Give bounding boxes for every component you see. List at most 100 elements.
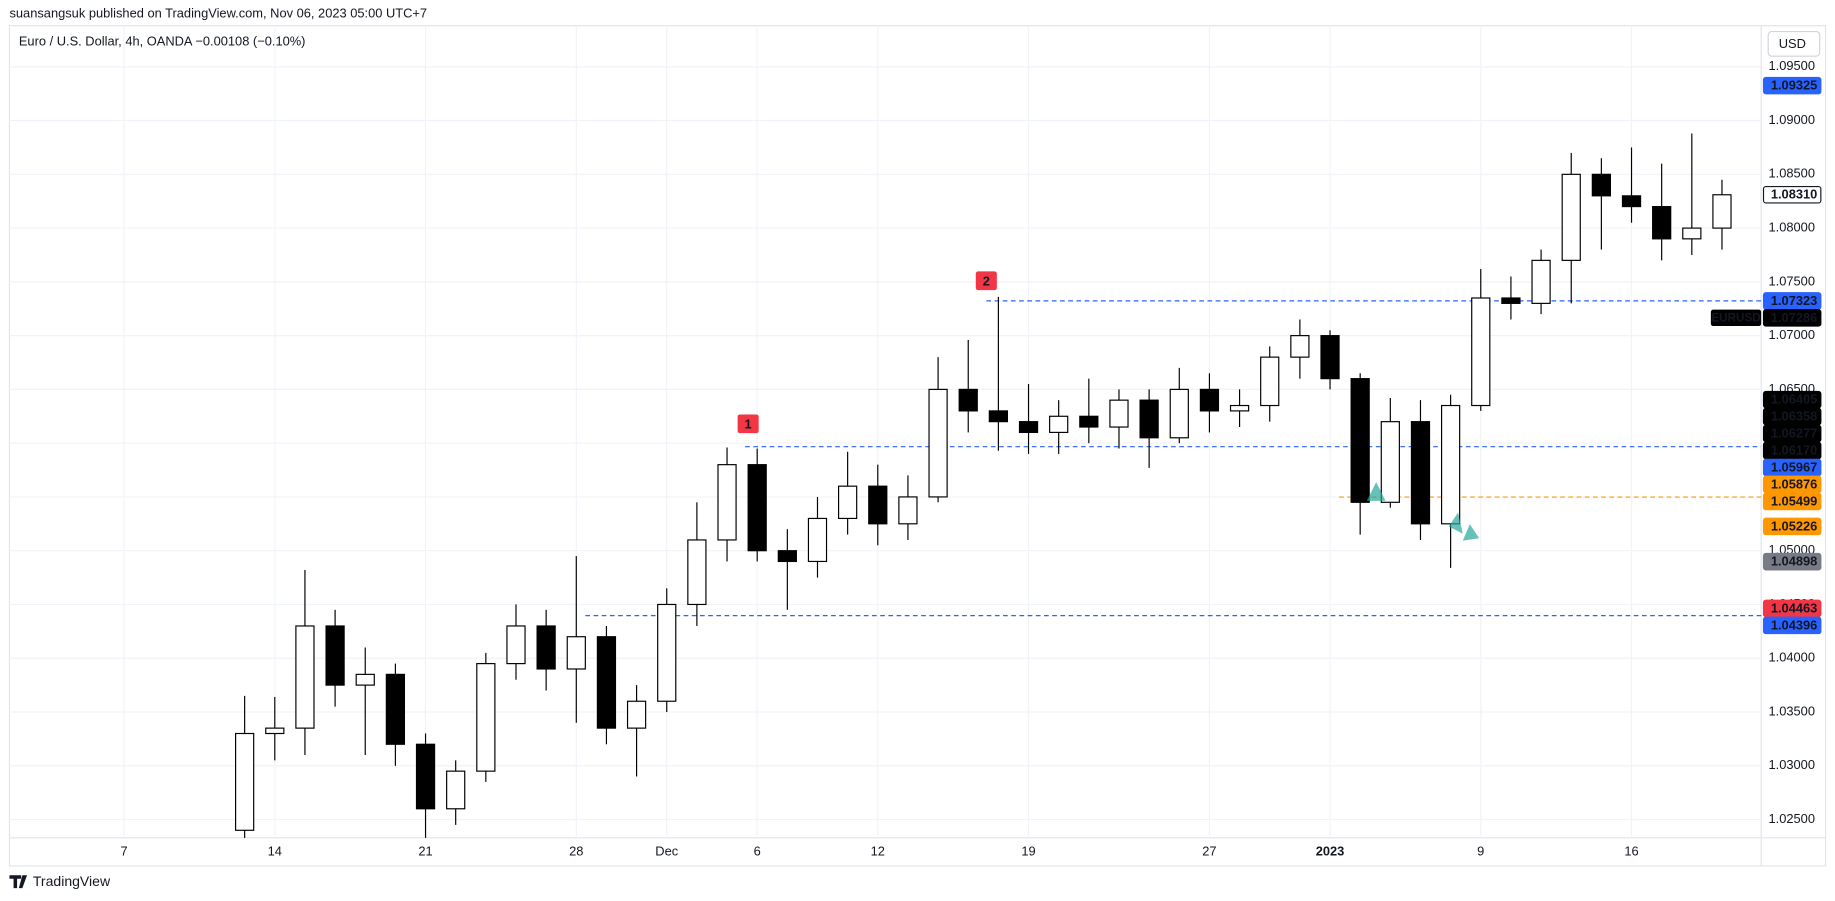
y-tick-label: 1.02500 <box>1769 811 1815 826</box>
price-badge-label: 1.05499 <box>1771 493 1817 508</box>
candle-body <box>1410 421 1431 525</box>
candle-body <box>1320 335 1340 380</box>
price-badge-label: 1.05876 <box>1771 476 1817 491</box>
candle-body <box>1591 173 1612 197</box>
price-badge-label: 1.07323 <box>1771 293 1817 308</box>
y-tick-label: 1.08000 <box>1769 219 1815 234</box>
candle-body <box>1501 297 1521 304</box>
candle-body <box>1109 399 1129 428</box>
candle-body <box>717 464 737 541</box>
candle-body <box>1018 421 1039 433</box>
candle-body <box>415 743 436 810</box>
candle-body <box>777 550 797 563</box>
candle-body <box>596 636 617 729</box>
candle-body <box>446 770 466 810</box>
candle-body <box>1049 415 1069 433</box>
candle-body <box>1079 415 1099 428</box>
axes: 1.025001.030001.035001.040001.045001.050… <box>120 58 1815 858</box>
candle-body <box>1652 206 1672 240</box>
x-tick-label: 2023 <box>1316 843 1345 858</box>
candle-body <box>1561 173 1581 261</box>
y-tick-label: 1.09500 <box>1769 58 1815 73</box>
markers: 12 <box>737 271 997 434</box>
chart-frame <box>8 25 1827 867</box>
x-tick-label: 27 <box>1202 843 1216 858</box>
candle-body <box>1380 421 1400 503</box>
symbol-line: Euro / U.S. Dollar, 4h, OANDA −0.00108 (… <box>19 34 306 49</box>
x-tick-label: 7 <box>120 843 127 858</box>
candle-body <box>355 673 375 686</box>
x-tick-label: 21 <box>418 843 432 858</box>
candle-body <box>476 663 496 772</box>
candle-body <box>1712 194 1732 229</box>
candle-body <box>265 727 285 735</box>
price-badge-label: 1.05226 <box>1771 518 1817 533</box>
x-tick-label: 16 <box>1624 843 1638 858</box>
marker-label: 2 <box>983 273 990 288</box>
publisher-header: suansangsuk published on TradingView.com… <box>9 5 427 20</box>
symbol-tag <box>1710 309 1762 327</box>
y-tick-label: 1.07000 <box>1769 327 1815 342</box>
x-tick-label: 12 <box>871 843 885 858</box>
x-tick-label: Dec <box>655 843 678 858</box>
candle-body <box>868 485 888 525</box>
candle-body <box>1531 259 1551 304</box>
y-tick-label: 1.03500 <box>1769 703 1815 718</box>
price-badge <box>1762 185 1822 204</box>
price-badge <box>1762 616 1822 635</box>
marker-box <box>975 271 997 291</box>
brand-name: TradingView <box>33 873 111 889</box>
price-badge-label: 1.06170 <box>1771 443 1817 458</box>
candle-body <box>928 388 948 498</box>
price-badge <box>1762 517 1822 536</box>
marker-label: 1 <box>745 416 752 431</box>
candle-body <box>988 410 1009 423</box>
currency-button[interactable] <box>1767 31 1821 57</box>
candle-body <box>1169 388 1189 439</box>
candle-body <box>657 603 677 702</box>
candle-body <box>566 636 586 670</box>
candle-body <box>747 464 767 552</box>
candle-body <box>1199 388 1220 412</box>
candle-body <box>536 625 556 670</box>
price-badge <box>1762 552 1822 571</box>
candle-body <box>807 517 828 563</box>
price-badge-label: 1.06405 <box>1771 392 1817 407</box>
y-tick-label: 1.07500 <box>1769 273 1815 288</box>
candle-body <box>1139 399 1159 439</box>
marker-box <box>737 414 759 434</box>
price-badge <box>1762 309 1822 327</box>
candle-body <box>1682 227 1702 240</box>
currency-label[interactable]: USD <box>1779 36 1806 51</box>
price-badge <box>1762 492 1822 511</box>
x-tick-label: 9 <box>1477 843 1484 858</box>
candle-body <box>1621 195 1642 208</box>
candle-body <box>626 700 647 729</box>
y-tick-label: 1.03000 <box>1769 757 1815 772</box>
x-tick-label: 28 <box>569 843 583 858</box>
candle-body <box>235 732 255 831</box>
arrow-icon <box>1366 482 1386 501</box>
candle-body <box>506 625 526 665</box>
y-tick-label: 1.08500 <box>1769 166 1815 181</box>
price-badge-label: 1.07286 <box>1771 310 1817 325</box>
price-badge-label: 1.04463 <box>1771 600 1817 615</box>
candle-body <box>1350 378 1370 503</box>
candles <box>235 133 1732 838</box>
symbol-tag-label: EURUSD <box>1711 312 1760 325</box>
price-badge-label: 1.06277 <box>1771 426 1817 441</box>
price-badge-label: 1.08310 <box>1771 187 1817 202</box>
candle-body <box>958 388 978 412</box>
candle-body <box>1440 404 1461 525</box>
price-badge-label: 1.05967 <box>1771 459 1817 474</box>
candle-body <box>385 673 406 745</box>
brand-logo <box>9 875 28 889</box>
candle-body <box>838 485 858 520</box>
candle-body <box>295 625 315 729</box>
price-badge <box>1762 76 1822 95</box>
candle-body <box>1260 356 1280 407</box>
price-badge-label: 1.09325 <box>1771 78 1817 93</box>
candle-body <box>687 539 707 606</box>
y-tick-label: 1.04000 <box>1769 650 1815 665</box>
